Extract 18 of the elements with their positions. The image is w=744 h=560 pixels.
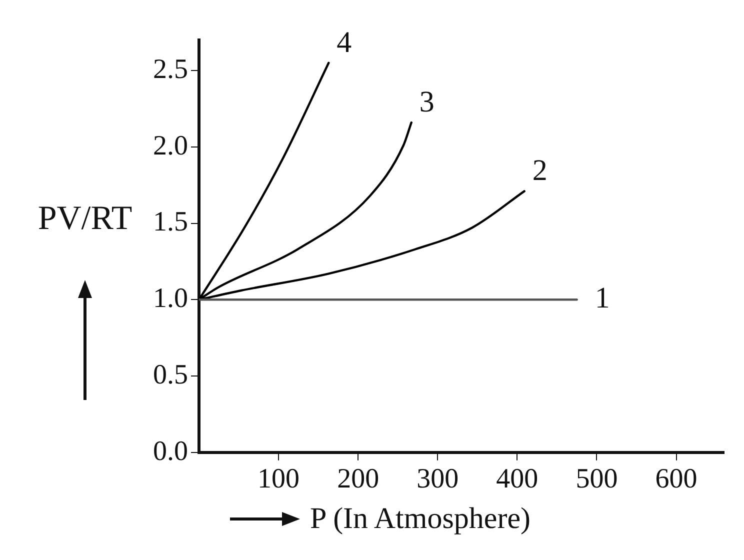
x-tick-label: 400 [496,464,538,495]
y-tick-label: 0.5 [153,359,188,390]
y-tick-label: 2.5 [153,54,188,85]
x-axis-title: P (In Atmosphere) [310,502,531,536]
series-label: 3 [419,85,434,118]
series-label: 2 [532,154,548,188]
y-tick-label: 1.0 [153,283,188,314]
x-tick-label: 600 [655,464,698,495]
x-tick-label: 200 [337,464,380,495]
y-axis-title: PV/RT [36,200,134,238]
x-tick-label: 500 [576,464,618,495]
y-tick-label: 1.5 [153,206,188,238]
x-tick-label: 300 [416,464,459,495]
series-label: 4 [336,26,352,59]
y-tick-label: 2.0 [153,130,188,162]
y-tick-label: 0.0 [153,436,188,467]
x-tick-label: 100 [258,464,300,495]
series-label: 1 [594,282,610,315]
